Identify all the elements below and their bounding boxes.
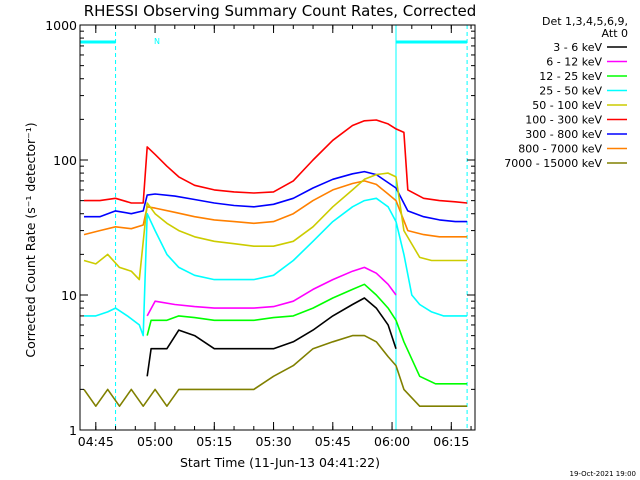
legend-header: Det 1,3,4,5,6,9, (542, 15, 628, 28)
x-tick-label: 06:00 (374, 434, 410, 449)
x-tick-label: 05:30 (256, 434, 292, 449)
series-line (146, 283, 468, 385)
x-tick-label: 05:45 (315, 434, 351, 449)
x-tick-label: 06:15 (433, 434, 469, 449)
series-line (146, 266, 397, 317)
night-annotation: N (154, 37, 160, 46)
plot-frame (79, 24, 476, 431)
y-axis-label: Corrected Count Rate (s⁻¹ detector⁻¹) (23, 122, 38, 357)
legend-label: 12 - 25 keV (539, 70, 602, 83)
timestamp-footer: 19-Oct-2021 19:00 (570, 470, 636, 478)
y-tick-label: 1000 (45, 18, 77, 33)
series-line (84, 119, 468, 204)
series-line (83, 180, 468, 238)
legend-label: 50 - 100 keV (532, 99, 602, 112)
y-tick-label: 10 (61, 288, 77, 303)
y-tick-label: 1 (69, 423, 77, 438)
legend-header: Att 0 (602, 27, 628, 40)
legend-label: 25 - 50 keV (539, 85, 602, 98)
x-tick-label: 05:15 (196, 434, 232, 449)
series-line (84, 197, 468, 337)
series-lines (83, 119, 468, 408)
axes: 1 10 100 1000 04:45 05:00 05:15 05:30 05:45 06:00… (45, 18, 475, 449)
series-line (84, 170, 468, 223)
legend-label: 800 - 7000 keV (518, 143, 602, 156)
x-axis-label: Start Time (11-Jun-13 04:41:22) (180, 455, 380, 470)
chart-title: RHESSI Observing Summary Count Rates, Co… (84, 2, 477, 20)
legend-label: 6 - 12 keV (546, 56, 602, 69)
y-tick-label: 100 (53, 153, 77, 168)
legend-label: 3 - 6 keV (553, 41, 602, 54)
series-line (146, 297, 397, 377)
series-line (83, 334, 468, 408)
legend-label: 300 - 800 keV (525, 128, 602, 141)
x-tick-label: 05:00 (137, 434, 173, 449)
legend-label: 7000 - 15000 keV (504, 157, 602, 170)
legend: Det 1,3,4,5,6,9,Att 03 - 6 keV 6 - 12 keV… (504, 15, 628, 170)
legend-label: 100 - 300 keV (525, 114, 602, 127)
x-tick-label: 04:45 (78, 434, 114, 449)
series-line (83, 172, 468, 281)
